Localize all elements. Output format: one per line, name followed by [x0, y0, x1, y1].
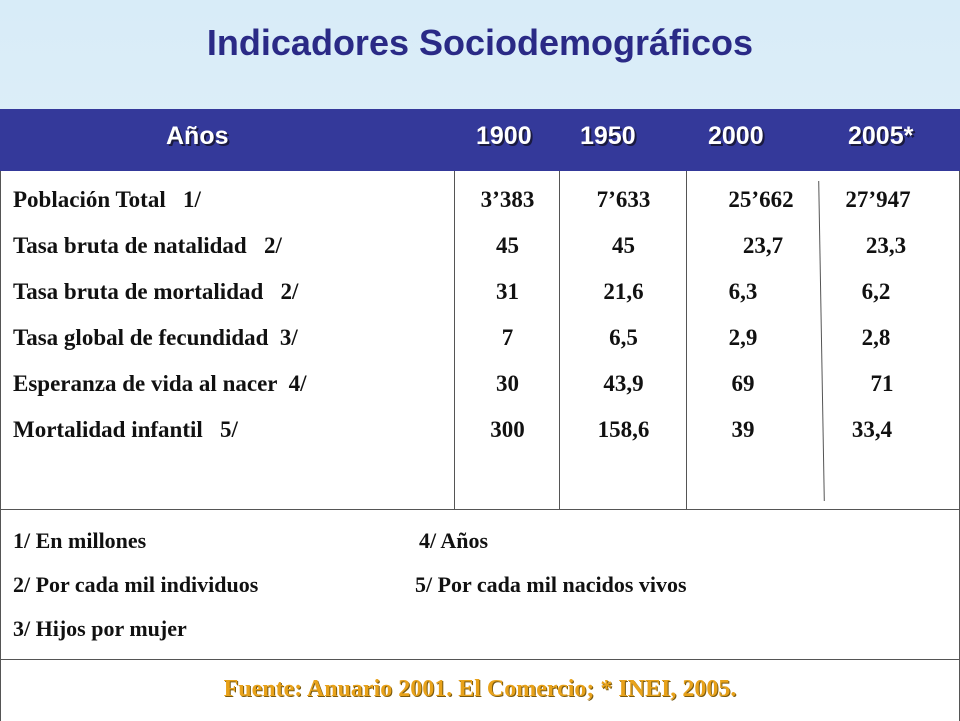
cell-1950: 45 — [612, 233, 635, 258]
cell-1950: 6,5 — [609, 325, 638, 350]
notes-section: 1/ En millones 2/ Por cada mil individuo… — [0, 509, 960, 660]
cell-2005: 71 — [870, 371, 894, 396]
page-title: Indicadores Sociodemográficos — [206, 22, 754, 63]
cell-2000: 2,9 — [728, 325, 758, 350]
source-text: Fuente: Anuario 2001. El Comercio; * INE… — [223, 676, 737, 702]
cell-2005: 6,2 — [861, 279, 891, 304]
row-label: Tasa global de fecundidad 3/ — [13, 325, 298, 350]
cell-2005: 33,4 — [851, 417, 893, 442]
cell-1950: 158,6 — [597, 417, 650, 442]
row-label: Población Total 1/ — [13, 187, 201, 212]
note-2: 2/ Por cada mil individuos — [13, 572, 259, 597]
row-label: Esperanza de vida al nacer 4/ — [13, 371, 307, 396]
cell-2005: 2,8 — [861, 325, 891, 350]
source-row: Fuente: Anuario 2001. El Comercio; * INE… — [0, 659, 960, 721]
cell-1900: 45 — [496, 233, 519, 258]
row-label: Tasa bruta de natalidad 2/ — [13, 233, 282, 258]
cell-1900: 300 — [490, 417, 525, 442]
indicators-table: Años 1900 1950 2000 2005* Población Tota… — [0, 109, 960, 721]
cell-2000: 23,7 — [742, 233, 784, 258]
cell-1900: 30 — [496, 371, 519, 396]
note-3: 3/ Hijos por mujer — [13, 616, 187, 641]
cell-2000: 39 — [731, 417, 755, 442]
header-anos: Años — [166, 122, 229, 150]
cell-2000: 25’662 — [728, 187, 794, 212]
header-1950: 1950 — [580, 122, 636, 150]
row-label: Mortalidad infantil 5/ — [13, 417, 238, 442]
cell-2005: 27’947 — [845, 187, 911, 212]
row-label: Tasa bruta de mortalidad 2/ — [13, 279, 299, 304]
cell-1900: 7 — [501, 325, 514, 350]
divider — [686, 171, 687, 509]
cell-1950: 21,6 — [603, 279, 644, 304]
header-2000: 2000 — [708, 122, 764, 150]
note-1: 1/ En millones — [13, 528, 147, 553]
divider — [559, 171, 560, 509]
table-header: Años 1900 1950 2000 2005* — [0, 109, 960, 171]
cell-1900: 31 — [496, 279, 519, 304]
note-4: 4/ Años — [419, 528, 489, 553]
cell-2005: 23,3 — [865, 233, 907, 258]
cell-1900: 3’383 — [480, 187, 535, 212]
cell-2000: 69 — [731, 371, 755, 396]
divider — [454, 171, 455, 509]
cell-1950: 43,9 — [603, 371, 644, 396]
header-2005: 2005* — [848, 122, 914, 150]
note-5: 5/ Por cada mil nacidos vivos — [415, 572, 687, 597]
header-1900: 1900 — [476, 122, 532, 150]
cell-1950: 7’633 — [596, 187, 651, 212]
cell-2000: 6,3 — [728, 279, 758, 304]
